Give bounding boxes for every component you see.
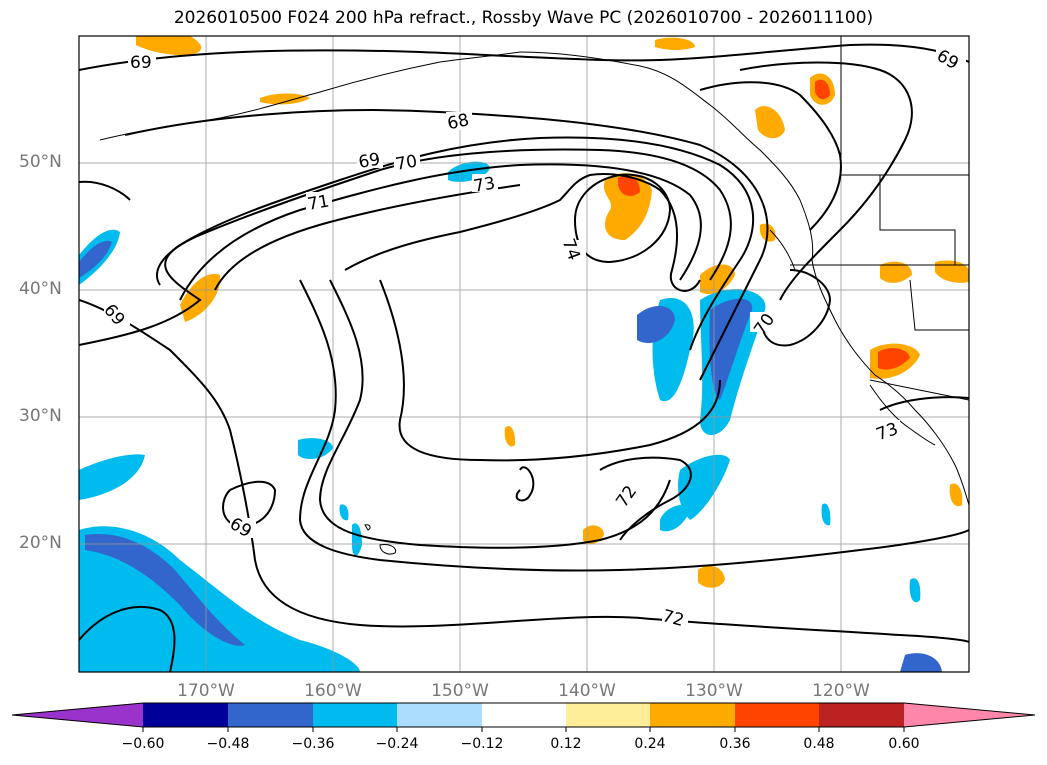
colorbar-swatch (819, 703, 904, 727)
colorbar-swatch (143, 703, 228, 727)
colorbar-tick-label: −0.12 (460, 736, 504, 752)
colorbar-over-extension (904, 703, 1035, 727)
lon-label-160w: 160°W (304, 681, 362, 701)
positive-anomaly-shading (136, 36, 969, 588)
coastlines (99, 36, 969, 555)
colorbar-tick-label: 0.60 (888, 736, 920, 752)
lat-label-50n: 50°N (19, 152, 62, 172)
colorbar-swatch (397, 703, 482, 727)
colorbar-tick-label: −0.24 (375, 736, 419, 752)
lon-label-130w: 130°W (685, 681, 743, 701)
colorbar-swatch (482, 703, 566, 727)
contour-label: 69 (357, 149, 382, 172)
contour-label: 70 (394, 151, 419, 174)
colorbar-swatch (650, 703, 735, 727)
lon-label-120w: 120°W (812, 681, 870, 701)
lat-label-30n: 30°N (19, 406, 62, 426)
contour-label: 68 (446, 110, 471, 134)
colorbar-tick-label: 0.24 (634, 736, 666, 752)
colorbar-tick-label: 0.48 (803, 736, 835, 752)
colorbar-tick-label: 0.36 (719, 736, 751, 752)
colorbar-swatch (566, 703, 650, 727)
graticule (79, 36, 969, 672)
lon-label-150w: 150°W (431, 681, 489, 701)
colorbar-under-extension (12, 703, 143, 727)
colorbar-tick-label: −0.48 (206, 736, 250, 752)
colorbar-swatch (228, 703, 313, 727)
lon-label-140w: 140°W (558, 681, 616, 701)
lon-label-170w: 170°W (177, 681, 235, 701)
refractivity-contours (79, 43, 969, 672)
contour-label-group: 69 68 69 70 73 71 74 69 70 73 72 72 69 (99, 46, 966, 631)
colorbar (11, 702, 1036, 732)
contour-label: 69 (99, 300, 128, 329)
page-title: 2026010500 F024 200 hPa refract., Rossby… (173, 8, 874, 28)
colorbar-tick-label: 0.12 (550, 736, 582, 752)
colorbar-swatch (313, 703, 397, 727)
map-frame (78, 35, 970, 673)
colorbar-tick-label: −0.60 (121, 736, 165, 752)
lat-label-40n: 40°N (19, 279, 62, 299)
colorbar-swatch (735, 703, 819, 727)
contour-label: 71 (306, 191, 331, 214)
contour-label: 69 (130, 53, 152, 73)
colorbar-tick-label: −0.36 (291, 736, 335, 752)
lat-label-20n: 20°N (19, 533, 62, 553)
contour-label: 73 (472, 173, 497, 196)
